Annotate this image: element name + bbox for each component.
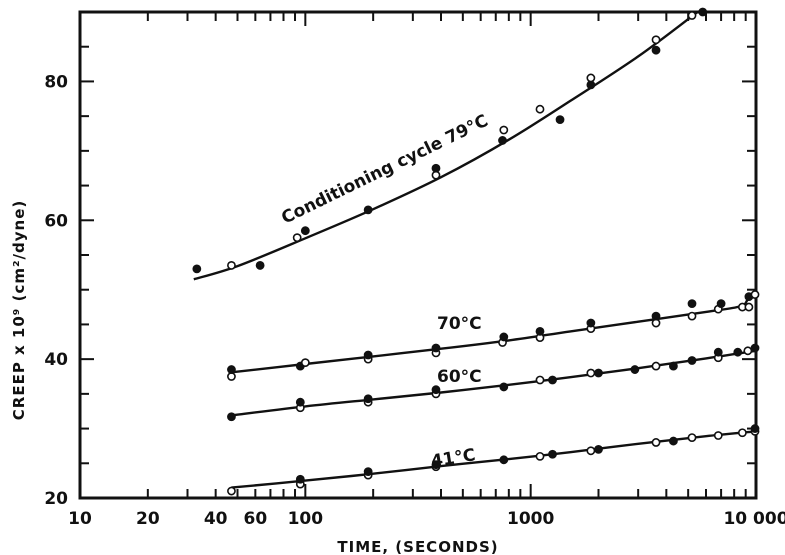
data-point-open (499, 125, 509, 135)
data-point-filled (630, 365, 640, 374)
data-point-filled (733, 347, 743, 357)
x-tick-label: 20 (136, 509, 160, 529)
series-label-79: Conditioning cycle 79°C (278, 111, 491, 229)
x-axis-title: TIME, (SECONDS) (337, 538, 498, 555)
data-point-open (687, 311, 697, 321)
data-point-open (744, 302, 754, 312)
y-tick-label: 80 (44, 72, 68, 92)
x-tick-label: 10 (68, 509, 92, 529)
data-point-open (687, 11, 697, 20)
data-point-open (737, 428, 747, 438)
data-point-filled (192, 264, 202, 274)
x-tick-label: 40 (204, 509, 228, 529)
data-point-filled (499, 455, 509, 465)
data-point-filled (535, 326, 545, 336)
data-point-filled (687, 356, 697, 365)
data-point-open (687, 433, 697, 442)
data-point-filled (363, 350, 373, 360)
data-point-open (651, 35, 661, 45)
data-point-filled (227, 412, 236, 422)
series-curve (231, 291, 757, 374)
data-point-open (300, 358, 310, 368)
data-point-filled (594, 444, 603, 454)
data-point-filled (363, 394, 373, 404)
data-point-filled (716, 299, 726, 308)
data-point-filled (586, 318, 596, 328)
data-point-filled (227, 365, 236, 374)
data-point-open (535, 104, 545, 114)
data-point-open (227, 486, 236, 496)
data-point-open (651, 361, 661, 371)
data-point-filled (295, 397, 305, 407)
series-curve (231, 430, 757, 489)
data-point-filled (499, 332, 509, 342)
data-point-filled (363, 467, 373, 477)
series-label-60: 60°C (437, 367, 482, 387)
data-point-open (535, 375, 545, 385)
data-point-filled (594, 368, 603, 378)
data-point-filled (687, 299, 697, 308)
data-point-open (651, 438, 661, 447)
series-curve (231, 349, 757, 417)
data-point-filled (555, 115, 565, 125)
data-point-open (586, 73, 596, 83)
data-point-filled (431, 460, 441, 470)
data-point-open (227, 261, 236, 270)
points-layer (192, 7, 760, 496)
data-point-open (743, 346, 753, 356)
x-tick-label: 100 (288, 509, 324, 529)
series-label-70: 70°C (437, 314, 482, 334)
data-point-filled (498, 136, 507, 145)
x-tick-label: 10 000 (723, 509, 785, 529)
y-axis-title: CREEP x 10⁹ (cm²/dyne) (10, 200, 28, 420)
data-point-filled (651, 311, 661, 321)
x-tick-labels: 10 20 40 60 100 1000 10 000 (68, 509, 785, 529)
data-point-open (586, 368, 596, 378)
data-point-filled (586, 80, 596, 90)
data-point-filled (300, 226, 310, 236)
y-tick-label: 60 (44, 211, 68, 231)
x-tick-label: 60 (244, 509, 268, 529)
ticks-layer (79, 11, 756, 499)
data-point-filled (698, 7, 708, 17)
data-point-filled (499, 382, 509, 392)
data-point-filled (255, 261, 265, 270)
data-point-open (651, 318, 661, 328)
data-point-filled (431, 385, 441, 395)
data-point-open (586, 446, 596, 456)
data-point-open (713, 431, 723, 440)
y-tick-label: 20 (44, 489, 68, 509)
data-point-open (227, 372, 236, 381)
data-point-open (292, 233, 302, 243)
data-point-filled (669, 436, 678, 446)
data-point-filled (363, 205, 373, 215)
data-point-filled (548, 449, 557, 459)
data-point-filled (750, 424, 760, 433)
curves-layer (193, 11, 757, 489)
data-point-open (535, 451, 545, 461)
x-tick-label: 1000 (507, 509, 554, 529)
data-point-filled (548, 375, 557, 385)
series-label-41: 41°C (430, 445, 477, 472)
data-point-filled (431, 343, 441, 353)
data-point-filled (713, 347, 723, 357)
data-point-filled (669, 361, 678, 371)
series-curve (193, 11, 699, 281)
data-point-filled (295, 474, 305, 484)
data-point-open (431, 170, 441, 180)
data-point-filled (750, 343, 760, 353)
y-tick-label: 40 (44, 350, 68, 370)
data-point-filled (431, 163, 441, 173)
data-point-filled (651, 45, 661, 55)
y-tick-labels: 20 40 60 80 (44, 72, 68, 509)
plot-frame (78, 10, 758, 500)
data-point-open (750, 290, 760, 299)
